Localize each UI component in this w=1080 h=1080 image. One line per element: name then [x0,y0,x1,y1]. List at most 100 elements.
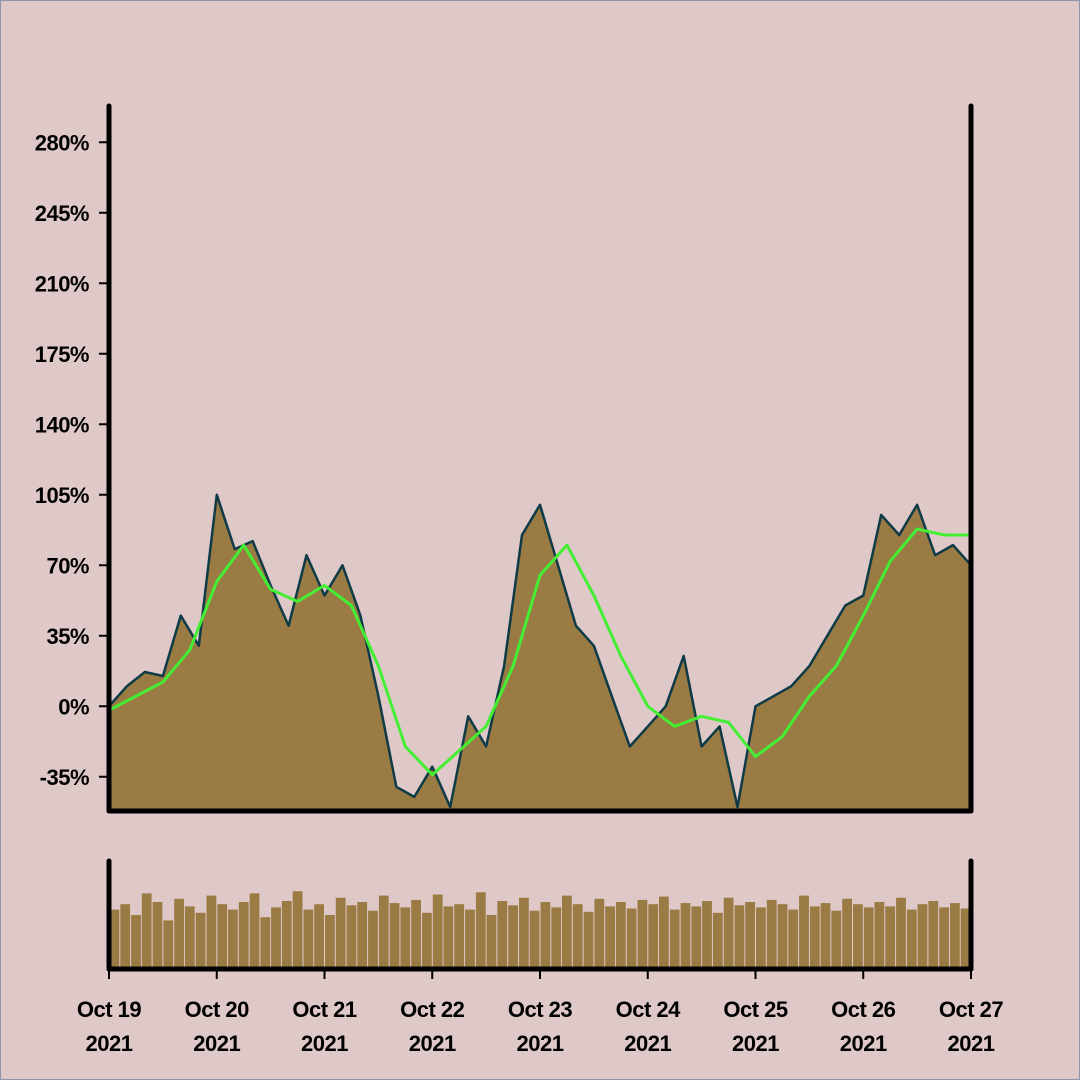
volume-bar [228,909,238,969]
y-tick-label: 175% [35,342,89,367]
y-tick-label: 0% [58,694,89,719]
volume-bar [853,904,863,969]
y-tick-label: 245% [35,201,89,226]
volume-bar [314,904,324,969]
x-tick-label-year: 2021 [624,1031,671,1056]
volume-bar [562,895,572,969]
volume-bar [896,897,906,969]
x-tick-label-date: Oct 19 [77,997,142,1022]
volume-bar [540,902,551,969]
volume-bar [626,908,637,969]
y-tick-label: 70% [46,553,89,578]
volume-bar [863,907,874,969]
volume-bar [917,904,928,969]
x-tick-label-year: 2021 [409,1031,456,1056]
volume-bar [734,905,745,969]
volume-bar [292,891,303,969]
price-line [108,493,972,809]
volume-bar [723,897,734,969]
volume-bar [389,903,400,969]
x-tick-label-date: Oct 26 [831,997,896,1022]
volume-bar [950,903,960,969]
volume-bar [141,893,152,969]
volume-bar [702,901,712,969]
x-tick-label-date: Oct 21 [292,997,357,1022]
x-tick-label-year: 2021 [948,1031,995,1056]
volume-bar [939,907,949,969]
volume-bar [572,904,583,969]
volume-bar [831,910,842,969]
volume-bar [594,898,605,969]
moving-average-line [108,527,971,777]
volume-bar [184,906,195,969]
volume-bar [109,909,120,969]
volume-bar [378,895,389,969]
x-tick-label-date: Oct 20 [185,997,250,1022]
y-tick-label: -35% [40,765,89,790]
volume-bar [691,906,702,969]
volume-bar [131,915,141,969]
volume-bar [281,901,292,969]
x-tick-label-date: Oct 23 [508,997,573,1022]
volume-bar [368,910,378,969]
x-tick-label-year: 2021 [86,1031,133,1056]
volume-bar [508,905,518,969]
volume-bar [497,901,508,969]
volume-bar [874,902,885,969]
volume-bars [109,891,971,969]
volume-bar [809,906,820,969]
volume-bar [637,899,648,969]
volume-bar [777,904,788,969]
volume-bar [120,904,131,969]
volume-bar [529,910,540,969]
y-tick-label: 280% [35,130,89,155]
volume-bar [411,899,421,969]
volume-bar [249,893,260,969]
x-tick-label-year: 2021 [840,1031,887,1056]
volume-bar [174,898,184,969]
volume-bar [885,906,896,969]
price-area [108,493,972,811]
volume-bar [454,904,465,969]
volume-bar [422,912,432,969]
volume-bar [335,897,346,969]
volume-bar [357,902,368,969]
volume-bar [475,892,486,969]
x-tick-label-date: Oct 25 [723,997,788,1022]
volume-bar [238,902,249,969]
x-tick-label-date: Oct 24 [616,997,682,1022]
volume-bar [152,902,163,969]
x-tick-label-year: 2021 [732,1031,779,1056]
price-area-fill [109,494,971,811]
volume-bar [206,895,217,969]
volume-bar [788,909,799,969]
volume-bar [519,897,529,969]
volume-bar [443,906,454,969]
volume-bar [260,917,271,969]
volume-bar [842,898,852,969]
volume-bar [669,909,680,969]
y-tick-label: 105% [35,483,89,508]
x-axis-tick-labels: Oct 19 2021 Oct 20 2021 Oct 21 2021 Oct 22 2021… [77,969,1004,1056]
volume-bar [820,903,831,969]
volume-bar [325,915,335,969]
x-tick-label-year: 2021 [301,1031,348,1056]
volume-bar [928,901,939,969]
volume-bar [163,920,174,969]
volume-bar [303,909,314,969]
volume-bar [465,909,475,969]
volume-bar [712,912,723,969]
volume-bar [605,906,615,969]
volume-bar [217,904,228,969]
volume-bar [346,905,357,969]
y-tick-label: 210% [35,271,89,296]
volume-bar [745,902,755,969]
x-tick-label-date: Oct 27 [939,997,1004,1022]
volume-bar [432,894,443,969]
x-tick-label-date: Oct 22 [400,997,465,1022]
volume-bar [680,903,691,969]
x-tick-label-year: 2021 [193,1031,240,1056]
volume-bar [195,912,206,969]
